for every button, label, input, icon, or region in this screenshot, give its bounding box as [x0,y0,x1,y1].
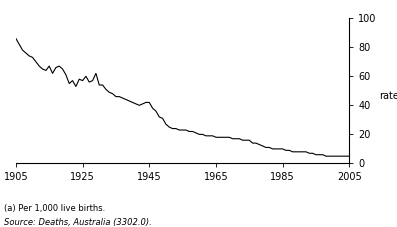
Y-axis label: rate(a): rate(a) [380,91,397,101]
Text: (a) Per 1,000 live births.: (a) Per 1,000 live births. [4,204,105,213]
Text: Source: Deaths, Australia (3302.0).: Source: Deaths, Australia (3302.0). [4,218,152,227]
